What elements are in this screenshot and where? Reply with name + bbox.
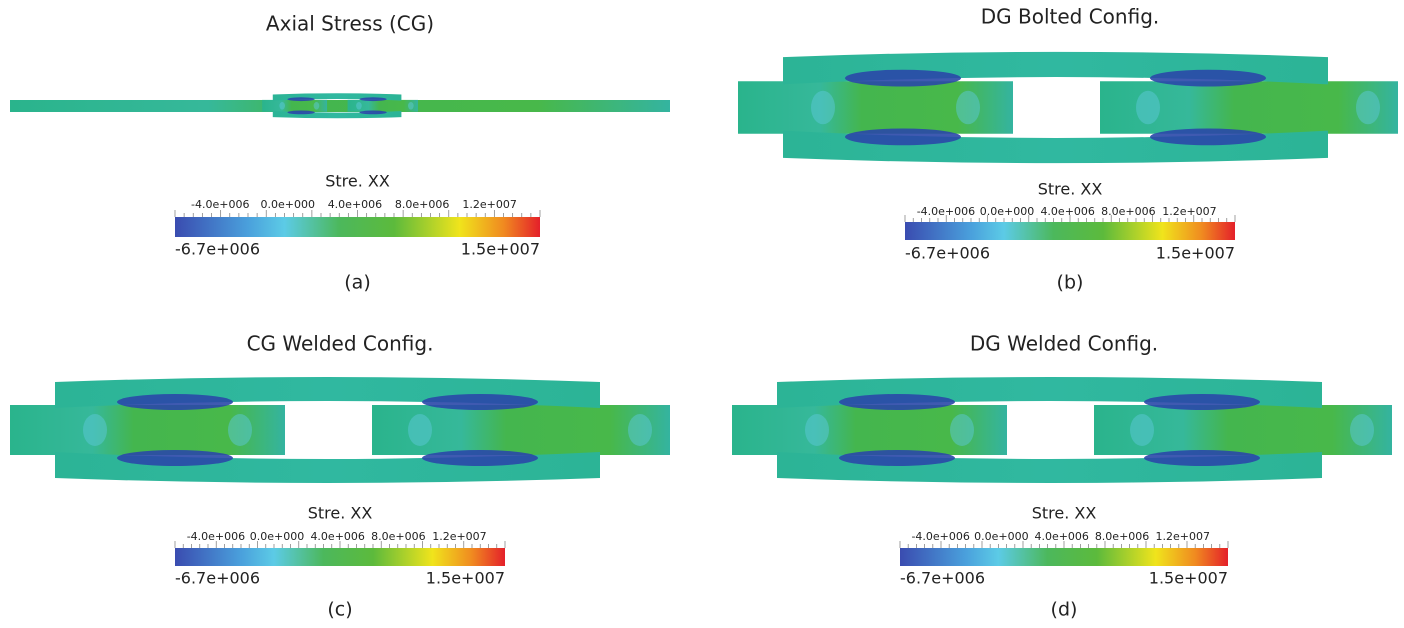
stress-zone	[805, 414, 829, 446]
stress-zone	[359, 97, 386, 101]
colorbar-tick-label: -4.0e+006	[191, 198, 249, 211]
stress-zone	[117, 450, 233, 466]
stress-zone	[839, 394, 955, 410]
colorbar-tick-label: 1.2e+007	[1155, 530, 1209, 543]
stress-zone	[811, 91, 835, 125]
colorbar-max: 1.5e+007	[1156, 244, 1235, 263]
colorbar-tick-label: 8.0e+006	[1101, 205, 1155, 218]
stress-zone	[1144, 450, 1260, 466]
stress-zone	[1150, 129, 1266, 146]
colorbar-tick-label: 1.2e+007	[432, 530, 486, 543]
colorbar-tick-label: 8.0e+006	[371, 530, 425, 543]
stress-zone	[839, 450, 955, 466]
colorbar-title: Stre. XX	[1032, 504, 1097, 523]
panel-title: CG Welded Config.	[247, 332, 434, 356]
colorbar-min: -6.7e+006	[905, 244, 990, 263]
colorbar-title: Stre. XX	[308, 504, 373, 523]
panel-label: (c)	[327, 599, 352, 621]
coupling	[738, 52, 1398, 163]
colorbar-tick-label: 4.0e+006	[1040, 205, 1094, 218]
stress-zone	[845, 129, 961, 146]
bar-member	[10, 100, 670, 112]
colorbar	[900, 548, 1228, 566]
panel-title: DG Bolted Config.	[981, 5, 1160, 29]
stress-zone	[950, 414, 974, 446]
colorbar-tick-label: 0.0e+000	[261, 198, 315, 211]
colorbar-max: 1.5e+007	[1149, 569, 1228, 588]
colorbar-tick-label: 8.0e+006	[395, 198, 449, 211]
stress-zone	[956, 91, 980, 125]
panel-title: DG Welded Config.	[970, 332, 1158, 356]
colorbar-tick-label: 4.0e+006	[310, 530, 364, 543]
stress-zone	[422, 394, 538, 410]
stress-zone	[279, 102, 285, 110]
panel-title: Axial Stress (CG)	[266, 12, 434, 36]
colorbar-tick-label: -4.0e+006	[911, 530, 969, 543]
panel-label: (b)	[1057, 272, 1084, 294]
stress-zone	[117, 394, 233, 410]
colorbar-min: -6.7e+006	[175, 240, 260, 259]
colorbar-tick-label: 4.0e+006	[1034, 530, 1088, 543]
colorbar-tick-label: 1.2e+007	[462, 198, 516, 211]
figure: Axial Stress (CG) Stre. XX -4.0e+006 0.0e+0…	[0, 0, 1404, 628]
colorbar-tick-label: -4.0e+006	[187, 530, 245, 543]
colorbar-min: -6.7e+006	[175, 569, 260, 588]
colorbar-tick-label: 4.0e+006	[328, 198, 382, 211]
colorbar-title: Stre. XX	[325, 172, 390, 191]
colorbar-tick-label: 8.0e+006	[1095, 530, 1149, 543]
stress-zone	[314, 102, 320, 110]
stress-zone	[1130, 414, 1154, 446]
panel-label: (d)	[1051, 599, 1078, 621]
stress-zone	[287, 111, 314, 115]
colorbar-max: 1.5e+007	[461, 240, 540, 259]
stress-zone	[408, 102, 414, 110]
stress-zone	[1150, 70, 1266, 87]
panel-label: (a)	[344, 272, 370, 294]
stress-zone	[408, 414, 432, 446]
stress-zone	[845, 70, 961, 87]
colorbar-tick-label: 1.2e+007	[1162, 205, 1216, 218]
colorbar	[175, 217, 540, 237]
stress-zone	[356, 102, 362, 110]
stress-zone	[1350, 414, 1374, 446]
stress-zone	[1136, 91, 1160, 125]
stress-zone	[228, 414, 252, 446]
stress-zone	[83, 414, 107, 446]
colorbar-tick-label: 0.0e+000	[250, 530, 304, 543]
stress-zone	[1356, 91, 1380, 125]
stress-zone	[287, 97, 314, 101]
colorbar	[905, 222, 1235, 240]
coupling	[732, 377, 1392, 483]
colorbar-tick-label: 0.0e+000	[980, 205, 1034, 218]
colorbar-max: 1.5e+007	[426, 569, 505, 588]
stress-zone	[422, 450, 538, 466]
stress-zone	[628, 414, 652, 446]
colorbar-tick-label: 0.0e+000	[974, 530, 1028, 543]
colorbar-min: -6.7e+006	[900, 569, 985, 588]
colorbar-tick-label: -4.0e+006	[917, 205, 975, 218]
colorbar-title: Stre. XX	[1038, 180, 1103, 199]
colorbar	[175, 548, 505, 566]
stress-zone	[1144, 394, 1260, 410]
coupling	[10, 377, 670, 483]
stress-zone	[359, 111, 386, 115]
